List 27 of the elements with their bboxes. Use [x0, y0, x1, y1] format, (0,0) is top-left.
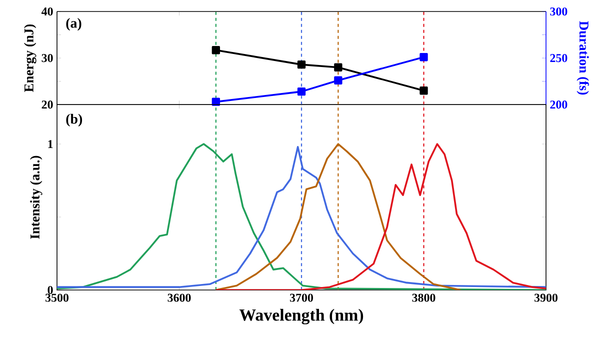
point	[334, 63, 342, 72]
point	[420, 86, 428, 95]
x-axis-title: Wavelength (nm)	[239, 308, 364, 324]
y-axis-title: Intensity (a.u.)	[30, 156, 42, 239]
y-tick-label: 0	[48, 286, 53, 294]
point	[212, 46, 220, 54]
x-tick-label: 3700	[290, 294, 313, 302]
y2-tick-label: 250	[550, 54, 568, 62]
point	[297, 87, 306, 96]
annotation: (a)	[66, 18, 82, 31]
y-tick-label: 20	[42, 100, 53, 109]
x-tick-label: 3800	[412, 294, 436, 302]
x-tick-label: 3900	[534, 294, 558, 302]
y2-tick-label: 300	[550, 7, 568, 16]
annotation: (b)	[66, 114, 82, 127]
y2-tick-label: 200	[550, 100, 568, 109]
point	[297, 60, 306, 69]
point	[420, 53, 428, 62]
y-axis-title: Energy (nJ)	[24, 24, 36, 92]
y2-axis-title: Duration (fs)	[576, 21, 590, 95]
point	[334, 76, 342, 84]
y-tick-label: 40	[41, 7, 53, 16]
y-tick-label: 1	[48, 140, 53, 148]
x-tick-label: 3600	[168, 294, 191, 302]
point	[212, 98, 220, 106]
y-tick-label: 30	[42, 54, 53, 62]
x-tick-label: 3500	[46, 294, 68, 302]
